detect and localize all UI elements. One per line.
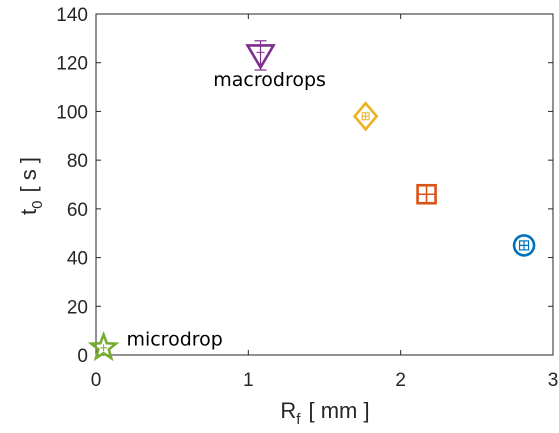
annotation-microdrop: microdrop bbox=[126, 328, 222, 350]
diamond-marker bbox=[352, 101, 379, 132]
inner-cross bbox=[362, 112, 370, 120]
x-tick-label: 2 bbox=[395, 370, 406, 391]
axes bbox=[95, 13, 554, 356]
x-tick-label: 3 bbox=[548, 370, 559, 391]
y-tick-label: 0 bbox=[77, 346, 88, 367]
data-point-circle bbox=[512, 234, 536, 257]
circle-marker bbox=[512, 234, 536, 257]
x-tick-label: 0 bbox=[91, 370, 102, 391]
data-point-star bbox=[87, 331, 120, 362]
y-axis-label: t0[ s ] bbox=[16, 157, 46, 215]
y-tick-label: 20 bbox=[67, 297, 88, 318]
data-point-square bbox=[416, 183, 437, 205]
y-tick-label: 60 bbox=[67, 200, 88, 221]
x-axis-label: Rf[ mm ] bbox=[280, 398, 369, 428]
tick-marks bbox=[95, 13, 554, 356]
plot-frame bbox=[95, 13, 554, 356]
x-tick-label: 1 bbox=[243, 370, 254, 391]
triangle-marker bbox=[245, 44, 276, 70]
inner-cross bbox=[417, 185, 436, 204]
y-tick-label: 100 bbox=[56, 102, 88, 123]
annotation-macrodrops: macrodrops bbox=[213, 69, 326, 91]
annotations: macrodrops microdrop bbox=[126, 69, 325, 350]
inner-cross bbox=[519, 240, 529, 250]
y-tick-label: 40 bbox=[67, 249, 88, 270]
y-tick-label: 80 bbox=[67, 151, 88, 172]
inner-cross bbox=[100, 344, 108, 352]
star-marker bbox=[87, 331, 120, 362]
data-point-diamond bbox=[352, 101, 379, 132]
y-tick-label: 120 bbox=[56, 54, 88, 75]
tick-labels: 0 1 2 3 0 20 40 60 80 100 120 140 bbox=[56, 5, 558, 391]
data-points bbox=[87, 40, 536, 362]
data-point-triangle-down bbox=[245, 40, 276, 71]
y-tick-label: 140 bbox=[56, 5, 88, 26]
